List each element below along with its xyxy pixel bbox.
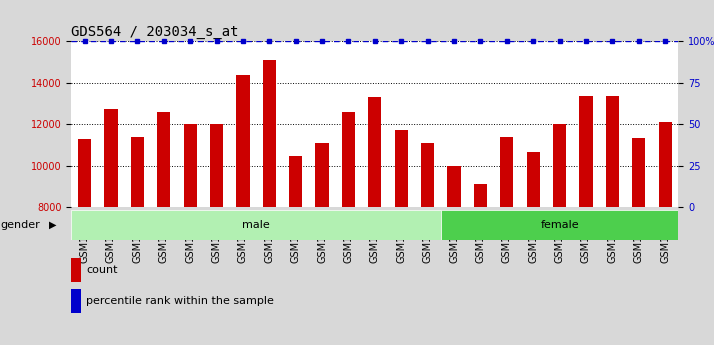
Text: male: male	[242, 220, 270, 230]
Bar	[71, 210, 441, 240]
Bar	[316, 143, 328, 207]
Bar	[501, 137, 513, 207]
Bar	[342, 112, 355, 207]
Text: female: female	[540, 220, 579, 230]
Bar	[527, 152, 540, 207]
Bar	[210, 124, 223, 207]
Bar	[71, 258, 81, 282]
Bar	[183, 124, 197, 207]
Bar	[368, 97, 381, 207]
Bar	[71, 289, 81, 313]
Bar	[632, 138, 645, 207]
Bar	[553, 124, 566, 207]
Bar	[263, 60, 276, 207]
Bar	[395, 130, 408, 207]
Text: gender: gender	[1, 220, 41, 230]
Bar	[157, 112, 171, 207]
Bar	[441, 210, 678, 240]
Bar	[236, 75, 249, 207]
Bar	[474, 184, 487, 207]
Bar	[658, 122, 672, 207]
Bar	[289, 156, 302, 207]
Bar	[605, 96, 619, 207]
Text: ▶: ▶	[49, 220, 56, 230]
Text: count: count	[86, 265, 118, 275]
Bar	[78, 139, 91, 207]
Bar	[421, 143, 434, 207]
Bar	[131, 137, 144, 207]
Text: GDS564 / 203034_s_at: GDS564 / 203034_s_at	[71, 25, 239, 39]
Bar	[448, 166, 461, 207]
Bar	[579, 96, 593, 207]
Text: percentile rank within the sample: percentile rank within the sample	[86, 296, 274, 306]
Bar	[104, 109, 118, 207]
